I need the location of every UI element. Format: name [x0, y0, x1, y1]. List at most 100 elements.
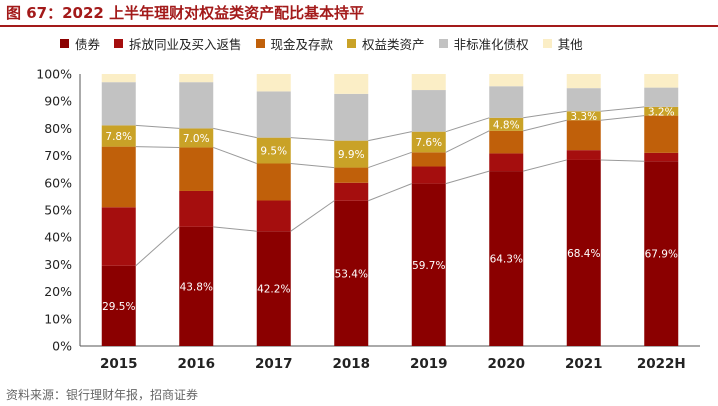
- bar-segment: [489, 74, 524, 87]
- y-tick-label: 30%: [44, 257, 72, 272]
- stacked-bar-chart: 0% 10% 20% 30% 40% 50% 60% 70% 80% 90% 100% 2015 201…: [36, 67, 700, 372]
- bar-segment: [334, 93, 369, 141]
- data-label-equity: 7.6%: [415, 137, 442, 149]
- data-label-bonds: 64.3%: [490, 254, 523, 266]
- data-label-bonds: 29.5%: [102, 301, 135, 313]
- legend-item-interbank: 拆放同业及买入返售: [114, 34, 242, 53]
- bar-segment: [179, 147, 214, 191]
- connector-line: [445, 117, 490, 133]
- data-label-bonds: 53.4%: [335, 268, 368, 280]
- data-label-bonds: 67.9%: [645, 249, 678, 261]
- bar-segment: [644, 87, 679, 107]
- connector-line: [135, 146, 180, 148]
- bar-segment: [566, 74, 601, 89]
- y-tick-label: 20%: [44, 284, 72, 299]
- bar-segment: [489, 86, 524, 118]
- legend-label-cash: 现金及存款: [270, 36, 334, 52]
- legend-item-equity: 权益类资产: [347, 34, 425, 53]
- legend-item-other: 其他: [542, 34, 583, 53]
- title-rule: [0, 25, 718, 27]
- bar-segment: [566, 111, 601, 121]
- connector-line: [368, 151, 412, 169]
- data-label-equity: 4.8%: [493, 119, 520, 131]
- bar-segment: [256, 91, 291, 138]
- bar-segment: [644, 74, 679, 88]
- bar-segment: [411, 183, 446, 346]
- bar-segment: [334, 200, 369, 346]
- bar-segment: [179, 74, 214, 83]
- data-label-equity: 7.8%: [105, 131, 132, 143]
- connector-line: [135, 226, 180, 267]
- connector-line: [600, 159, 645, 162]
- data-label-bonds: 42.2%: [257, 284, 290, 296]
- connector-line: [213, 127, 257, 139]
- bar-segment: [566, 120, 601, 151]
- connector-line: [368, 131, 412, 142]
- bar-segment: [566, 150, 601, 160]
- bar-segment: [179, 82, 214, 129]
- legend-label-interbank: 拆放同业及买入返售: [129, 36, 242, 52]
- bar-segment: [101, 265, 136, 346]
- data-label-equity: 3.3%: [570, 111, 597, 123]
- bar-segment: [566, 88, 601, 112]
- legend-item-nonstandard: 非标准化债权: [438, 34, 529, 53]
- bar-segment: [256, 163, 291, 201]
- x-tick-label: 2019: [410, 356, 448, 372]
- bar-segment: [256, 74, 291, 92]
- connector-line: [523, 159, 567, 172]
- bar-segment: [334, 167, 369, 183]
- bar-segment: [256, 200, 291, 232]
- legend-swatch-cash: [255, 38, 265, 48]
- y-tick-label: 90%: [44, 94, 72, 109]
- x-tick-label: 2018: [332, 356, 370, 372]
- x-tick-label: 2015: [100, 356, 138, 372]
- bar-segment: [644, 115, 679, 153]
- y-tick-label: 80%: [44, 121, 72, 136]
- y-tick-label: 0%: [52, 339, 72, 354]
- bar-segment: [411, 74, 446, 91]
- y-tick-label: 50%: [44, 203, 72, 218]
- legend-label-other: 其他: [557, 36, 583, 52]
- bar-segment: [644, 161, 679, 346]
- connector-line: [600, 106, 645, 112]
- connector-line: [368, 183, 412, 202]
- legend-swatch-nonstandard: [438, 38, 448, 48]
- y-tick-label: 70%: [44, 148, 72, 163]
- legend-item-bonds: 债券: [60, 34, 100, 53]
- y-tick-label: 10%: [44, 311, 72, 326]
- bar-segment: [489, 130, 524, 154]
- bar-segment: [179, 190, 214, 227]
- legend-label-equity: 权益类资产: [362, 36, 425, 52]
- legend-swatch-equity: [347, 38, 357, 48]
- bar-segment: [411, 166, 446, 184]
- bar-segment: [644, 106, 679, 116]
- data-label-bonds: 68.4%: [567, 248, 600, 260]
- bar-segment: [179, 128, 214, 148]
- data-label-equity: 9.5%: [260, 146, 287, 158]
- legend-swatch-other: [542, 38, 552, 48]
- data-label-equity: 9.9%: [338, 149, 365, 161]
- legend-swatch-interbank: [114, 38, 124, 48]
- connector-line: [445, 130, 490, 153]
- bar-segment: [101, 125, 136, 147]
- connector-line: [290, 137, 335, 142]
- data-label-bonds: 59.7%: [412, 260, 445, 272]
- legend-swatch-bonds: [60, 38, 69, 48]
- legend-label-bonds: 债券: [75, 36, 101, 52]
- bar-segment: [334, 74, 369, 94]
- x-tick-label: 2021: [565, 356, 603, 372]
- x-tick-label: 2016: [177, 356, 215, 372]
- bar-segment: [411, 131, 446, 153]
- legend-label-nonstandard: 非标准化债权: [453, 36, 529, 52]
- chart-title: 图 67：2022 上半年理财对权益类资产配比基本持平: [6, 4, 365, 22]
- y-tick-label: 60%: [44, 175, 72, 190]
- data-label-equity: 7.0%: [183, 133, 210, 145]
- connector-line: [523, 110, 567, 119]
- source-note: 资料来源：银行理财年报，招商证券: [6, 388, 199, 402]
- bar-segment: [101, 74, 136, 83]
- connector-line: [600, 115, 645, 121]
- bar-segment: [101, 82, 136, 126]
- chart-legend: 债券 拆放同业及买入返售 现金及存款 权益类资产 非标准化债权 其他: [60, 33, 583, 53]
- bar-segment: [411, 152, 446, 167]
- legend-item-cash: 现金及存款: [255, 34, 334, 53]
